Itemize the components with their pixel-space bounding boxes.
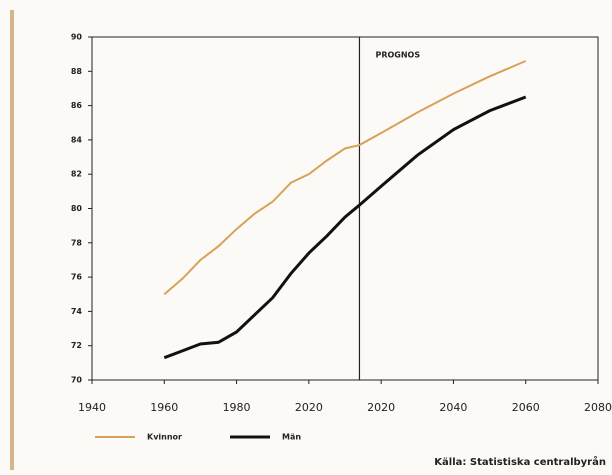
y-tick-label: 78 [71, 238, 83, 247]
y-tick-label: 76 [71, 273, 83, 282]
series-line [163, 95, 527, 360]
x-tick-label: 1960 [150, 401, 178, 414]
side-bar [10, 10, 14, 470]
x-tick-label: 2060 [512, 401, 540, 414]
y-tick-label: 80 [71, 204, 83, 213]
x-tick-label: 2080 [584, 401, 612, 414]
x-tick-label: 2020 [367, 401, 395, 414]
source: Källa: Statistiska centralbyrån [434, 455, 606, 468]
prognosis-label: PROGNOS [375, 51, 420, 60]
y-tick-label: 86 [71, 101, 83, 110]
x-tick-label: 2040 [439, 401, 467, 414]
y-tick-label: 74 [71, 307, 83, 316]
y-tick-label: 88 [71, 67, 83, 76]
x-tick-label: 1940 [78, 401, 106, 414]
y-tick-label: 82 [71, 170, 82, 179]
legend-label: Kvinnor [147, 433, 182, 442]
x-tick-label: 2020 [295, 401, 323, 414]
plot-frame [91, 36, 599, 381]
x-tick-label: 1980 [223, 401, 251, 414]
y-tick-label: 84 [71, 135, 83, 144]
y-tick-label: 72 [71, 341, 82, 350]
y-tick-label: 70 [71, 376, 83, 385]
legend-label: Män [282, 433, 301, 442]
y-tick-label: 90 [71, 33, 83, 42]
series-line [163, 60, 527, 296]
